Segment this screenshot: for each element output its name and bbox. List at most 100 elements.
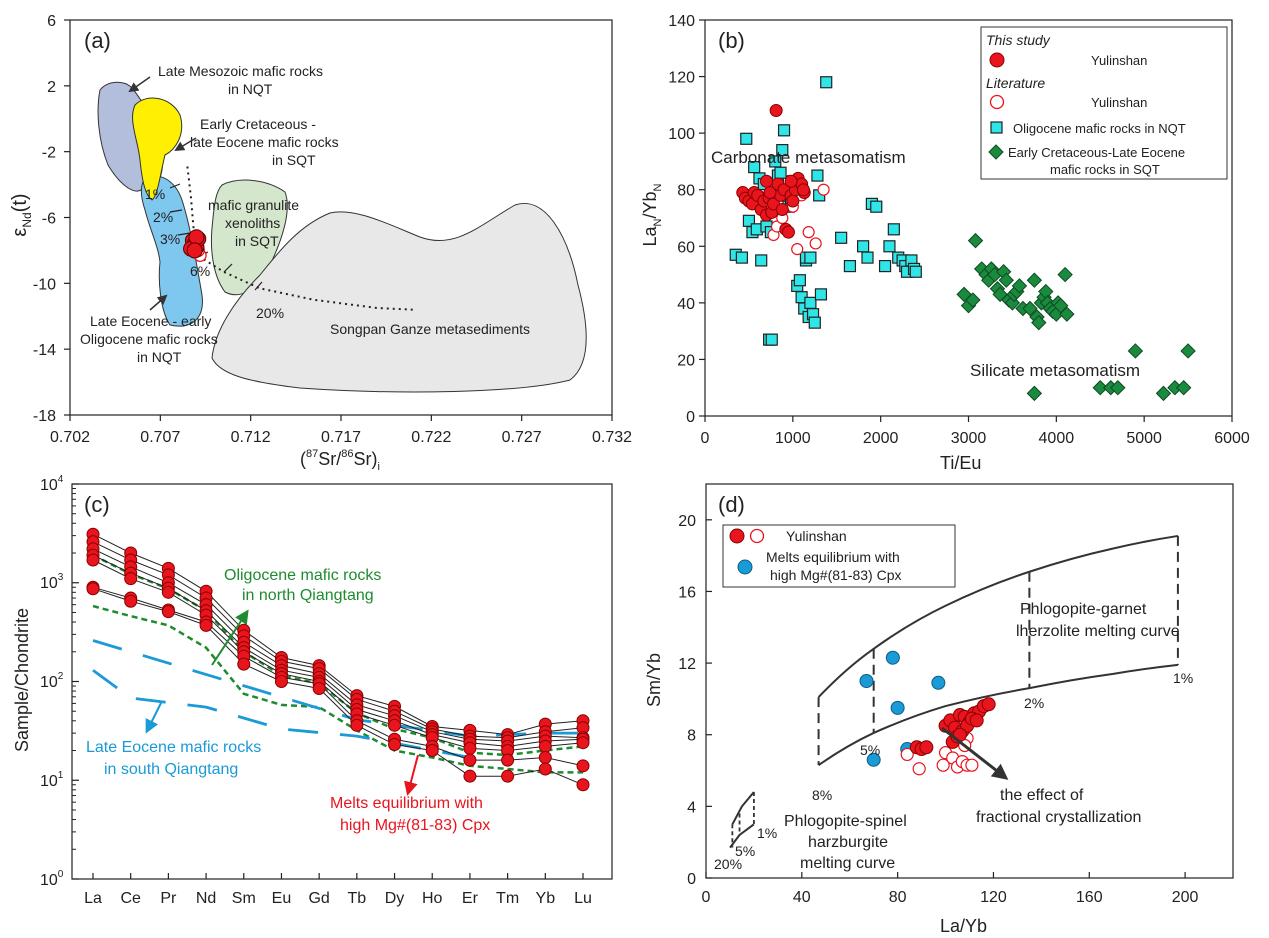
c-ytick-1: 101 bbox=[40, 770, 64, 790]
b-square-point bbox=[804, 296, 817, 309]
b-square-point bbox=[856, 240, 870, 253]
c-sample-point bbox=[501, 753, 515, 767]
d-melt-point bbox=[931, 675, 946, 690]
c-xtick-label: Eu bbox=[272, 890, 292, 907]
legend-b-s3: Oligocene mafic rocks in NQT bbox=[1013, 121, 1186, 136]
b-filled-point bbox=[796, 183, 810, 197]
c-xtick-label: Tm bbox=[496, 890, 519, 907]
panel-a-fields bbox=[97, 81, 587, 393]
b-square-point bbox=[835, 231, 848, 244]
c-melts-1: Melts equilibrium with bbox=[330, 795, 483, 812]
c-sample-point bbox=[124, 572, 138, 586]
label-songpan: Songpan Ganze metasediments bbox=[330, 321, 530, 337]
b-square-point bbox=[740, 132, 753, 145]
b-open-point bbox=[802, 226, 815, 239]
b-diamond-point bbox=[967, 232, 984, 249]
pct-20: 20% bbox=[256, 305, 284, 321]
c-sample-point bbox=[388, 718, 402, 732]
d-pct-s1: 1% bbox=[757, 825, 777, 841]
a-ytick-label: 6 bbox=[47, 13, 56, 30]
panel-a-yaxis: 6 2 -2 -6 -10 -14 -18 bbox=[33, 13, 70, 425]
pct-3: 3% bbox=[160, 231, 180, 247]
panel-c: La Ce Pr Nd Sm Eu Gd Tb Dy Ho Er Tm Yb Lu 100 101 102… bbox=[12, 474, 613, 907]
b-diamond-point bbox=[1092, 380, 1108, 396]
label-late-eocene-2: Oligocene mafic rocks bbox=[80, 331, 218, 347]
c-ytick-2: 102 bbox=[40, 671, 64, 691]
panel-c-yaxis: 100 101 102 103 104 bbox=[40, 474, 79, 889]
b-diamond-point bbox=[1022, 300, 1038, 317]
a-point bbox=[186, 242, 203, 259]
b-square-point bbox=[777, 124, 791, 137]
label-granulite-2: xenoliths bbox=[225, 215, 280, 231]
d-melt-point bbox=[885, 650, 900, 665]
b-open-point bbox=[791, 243, 804, 256]
d-filled-point bbox=[969, 713, 984, 728]
panel-d-curves bbox=[729, 534, 1179, 849]
d-open-point bbox=[936, 758, 950, 772]
d-xtick-label: 160 bbox=[1076, 889, 1103, 906]
label-granulite-3: in SQT bbox=[235, 233, 279, 249]
legend-b-literature: Literature bbox=[986, 75, 1045, 91]
b-filled-point bbox=[763, 186, 777, 200]
panel-c-arrows bbox=[145, 609, 419, 796]
panel-b-xlabel: Ti/Eu bbox=[940, 453, 981, 473]
panel-a-mixing-curve bbox=[186, 166, 414, 311]
panel-a-ylabel: εNd(t) bbox=[9, 193, 34, 236]
c-xtick-label: Nd bbox=[196, 890, 216, 907]
b-square-point bbox=[811, 169, 824, 182]
pct-2: 2% bbox=[153, 209, 173, 225]
c-sample-point bbox=[463, 769, 477, 783]
d-spinel-upper bbox=[731, 791, 755, 825]
a-point bbox=[188, 229, 205, 246]
legend-b-this-study: This study bbox=[986, 32, 1051, 48]
legend-b-marker-1 bbox=[989, 52, 1005, 68]
label-early-cret-1: Early Cretaceous - bbox=[200, 116, 316, 132]
b-ytick-label: 140 bbox=[668, 13, 695, 30]
panel-a-arrows bbox=[128, 76, 197, 311]
c-xtick-label: Pr bbox=[160, 890, 177, 907]
d-xtick-label: 200 bbox=[1172, 889, 1199, 906]
d-xtick-label: 120 bbox=[980, 889, 1007, 906]
c-eocene-upper bbox=[92, 639, 583, 738]
pct-1: 1% bbox=[145, 186, 165, 202]
b-ytick-label: 0 bbox=[686, 409, 695, 426]
c-sample-point bbox=[501, 769, 515, 783]
c-sample-point bbox=[312, 681, 326, 695]
b-filled-point bbox=[786, 194, 800, 208]
legend-b-marker-4 bbox=[988, 144, 1004, 160]
b-diamond-point bbox=[1127, 343, 1144, 359]
b-filled-point bbox=[775, 203, 789, 217]
d-melt-point bbox=[890, 700, 905, 715]
panel-d: 0 40 80 120 160 200 0 4 8 12 16 20 (d) La/Yb Sm/Yb… bbox=[644, 483, 1234, 936]
c-olig-1: Oligocene mafic rocks bbox=[224, 567, 381, 584]
d-garnet-1: Phlogopite-garnet bbox=[1020, 601, 1147, 618]
panel-d-frame bbox=[705, 483, 1234, 879]
pct-6: 6% bbox=[190, 263, 210, 279]
b-square-point bbox=[735, 251, 748, 264]
b-xtick-label: 1000 bbox=[775, 430, 811, 447]
d-open-point bbox=[912, 762, 926, 776]
a-ytick-label: -18 bbox=[33, 408, 56, 425]
c-sample-point bbox=[538, 762, 552, 776]
panel-b-carbonate: Carbonate metasomatism bbox=[711, 148, 906, 167]
field-early-cretaceous bbox=[132, 97, 183, 201]
b-filled-point bbox=[759, 174, 773, 188]
c-sample-point bbox=[425, 744, 439, 758]
b-ytick-label: 120 bbox=[668, 70, 695, 87]
d-pct-2: 2% bbox=[1024, 695, 1044, 711]
b-square-point bbox=[861, 251, 874, 264]
legend-b-s1: Yulinshan bbox=[1091, 53, 1147, 68]
a-xtick-label: 0.722 bbox=[411, 429, 451, 446]
b-diamond-point bbox=[1059, 306, 1075, 322]
panel-a-xlabel: (87Sr/86Sr)i bbox=[300, 448, 380, 473]
panel-b-tag: (b) bbox=[718, 28, 745, 53]
panel-c-tag: (c) bbox=[84, 492, 110, 517]
a-ytick-label: -6 bbox=[42, 211, 56, 228]
d-ytick-label: 20 bbox=[678, 513, 696, 530]
c-xtick-label: Gd bbox=[308, 890, 329, 907]
a-ytick-label: -10 bbox=[33, 276, 56, 293]
b-filled-point bbox=[784, 174, 798, 188]
label-mesozoic-2: in NQT bbox=[228, 81, 273, 97]
b-diamond-point bbox=[1011, 278, 1028, 294]
d-pct-5: 5% bbox=[860, 742, 880, 758]
